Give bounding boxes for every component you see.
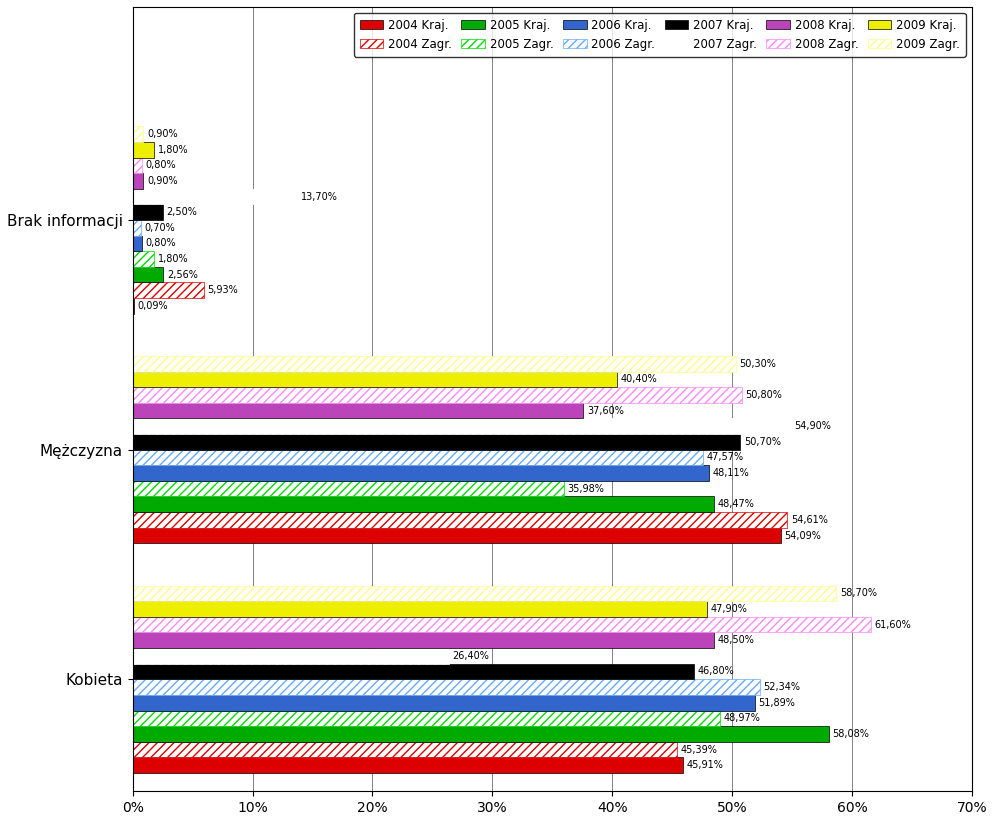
Bar (132, 757, 683, 773)
Text: 61,60%: 61,60% (875, 620, 911, 630)
Text: 35,98%: 35,98% (568, 483, 604, 494)
Bar (132, 356, 736, 372)
Bar (132, 496, 714, 512)
Text: 54,90%: 54,90% (794, 421, 831, 432)
Bar (132, 236, 142, 252)
Bar (132, 418, 791, 434)
Bar (132, 205, 163, 220)
Bar (132, 127, 143, 142)
Bar (132, 710, 720, 726)
Text: 51,89%: 51,89% (758, 698, 795, 708)
Text: 40,40%: 40,40% (620, 374, 657, 385)
Text: 26,40%: 26,40% (452, 651, 490, 661)
Bar (132, 173, 143, 189)
Bar (132, 512, 787, 528)
Bar (132, 220, 141, 236)
Text: 48,97%: 48,97% (724, 713, 760, 723)
Text: 5,93%: 5,93% (208, 285, 239, 295)
Text: 0,70%: 0,70% (145, 223, 175, 233)
Text: 58,70%: 58,70% (840, 589, 877, 598)
Bar (132, 298, 134, 314)
Bar (132, 481, 564, 496)
Bar (132, 252, 154, 267)
Bar (132, 372, 617, 387)
Bar (132, 189, 297, 205)
Bar (132, 648, 449, 663)
Text: 47,90%: 47,90% (711, 604, 747, 614)
Bar (132, 601, 707, 616)
Text: 0,80%: 0,80% (146, 238, 177, 248)
Text: 50,70%: 50,70% (744, 436, 781, 447)
Text: 48,47%: 48,47% (718, 499, 754, 510)
Bar (132, 158, 142, 173)
Bar (132, 465, 710, 481)
Text: 50,80%: 50,80% (746, 390, 782, 400)
Text: 0,90%: 0,90% (147, 129, 178, 139)
Text: 50,30%: 50,30% (740, 358, 776, 369)
Bar (132, 267, 163, 283)
Bar (132, 450, 703, 465)
Text: 58,08%: 58,08% (832, 729, 870, 739)
Text: 0,90%: 0,90% (147, 176, 178, 186)
Text: 47,57%: 47,57% (707, 452, 744, 463)
Bar (132, 283, 204, 298)
Bar (132, 585, 836, 601)
Bar (132, 663, 694, 679)
Legend: 2004 Kraj., 2004 Zagr., 2005 Kraj., 2005 Zagr., 2006 Kraj., 2006 Zagr., 2007 Kra: 2004 Kraj., 2004 Zagr., 2005 Kraj., 2005… (354, 13, 966, 57)
Text: 1,80%: 1,80% (158, 145, 189, 155)
Bar (132, 403, 583, 418)
Bar (132, 528, 781, 543)
Text: 52,34%: 52,34% (763, 682, 800, 692)
Text: 54,61%: 54,61% (791, 515, 828, 525)
Text: 48,11%: 48,11% (713, 468, 749, 478)
Text: 48,50%: 48,50% (718, 635, 754, 645)
Bar (132, 142, 154, 158)
Text: 0,80%: 0,80% (146, 160, 177, 170)
Bar (132, 695, 754, 710)
Text: 2,56%: 2,56% (167, 270, 198, 279)
Text: 37,60%: 37,60% (587, 405, 624, 416)
Bar (132, 632, 714, 648)
Bar (132, 387, 742, 403)
Text: 0,09%: 0,09% (137, 301, 168, 311)
Bar (132, 679, 760, 695)
Bar (132, 616, 871, 632)
Text: 46,80%: 46,80% (697, 667, 734, 677)
Text: 45,91%: 45,91% (687, 760, 724, 770)
Bar (132, 726, 829, 741)
Text: 54,09%: 54,09% (784, 530, 821, 541)
Text: 13,70%: 13,70% (300, 192, 337, 201)
Text: 2,50%: 2,50% (166, 207, 197, 217)
Bar (132, 434, 741, 450)
Text: 45,39%: 45,39% (680, 745, 718, 755)
Text: 1,80%: 1,80% (158, 254, 189, 264)
Bar (132, 741, 677, 757)
